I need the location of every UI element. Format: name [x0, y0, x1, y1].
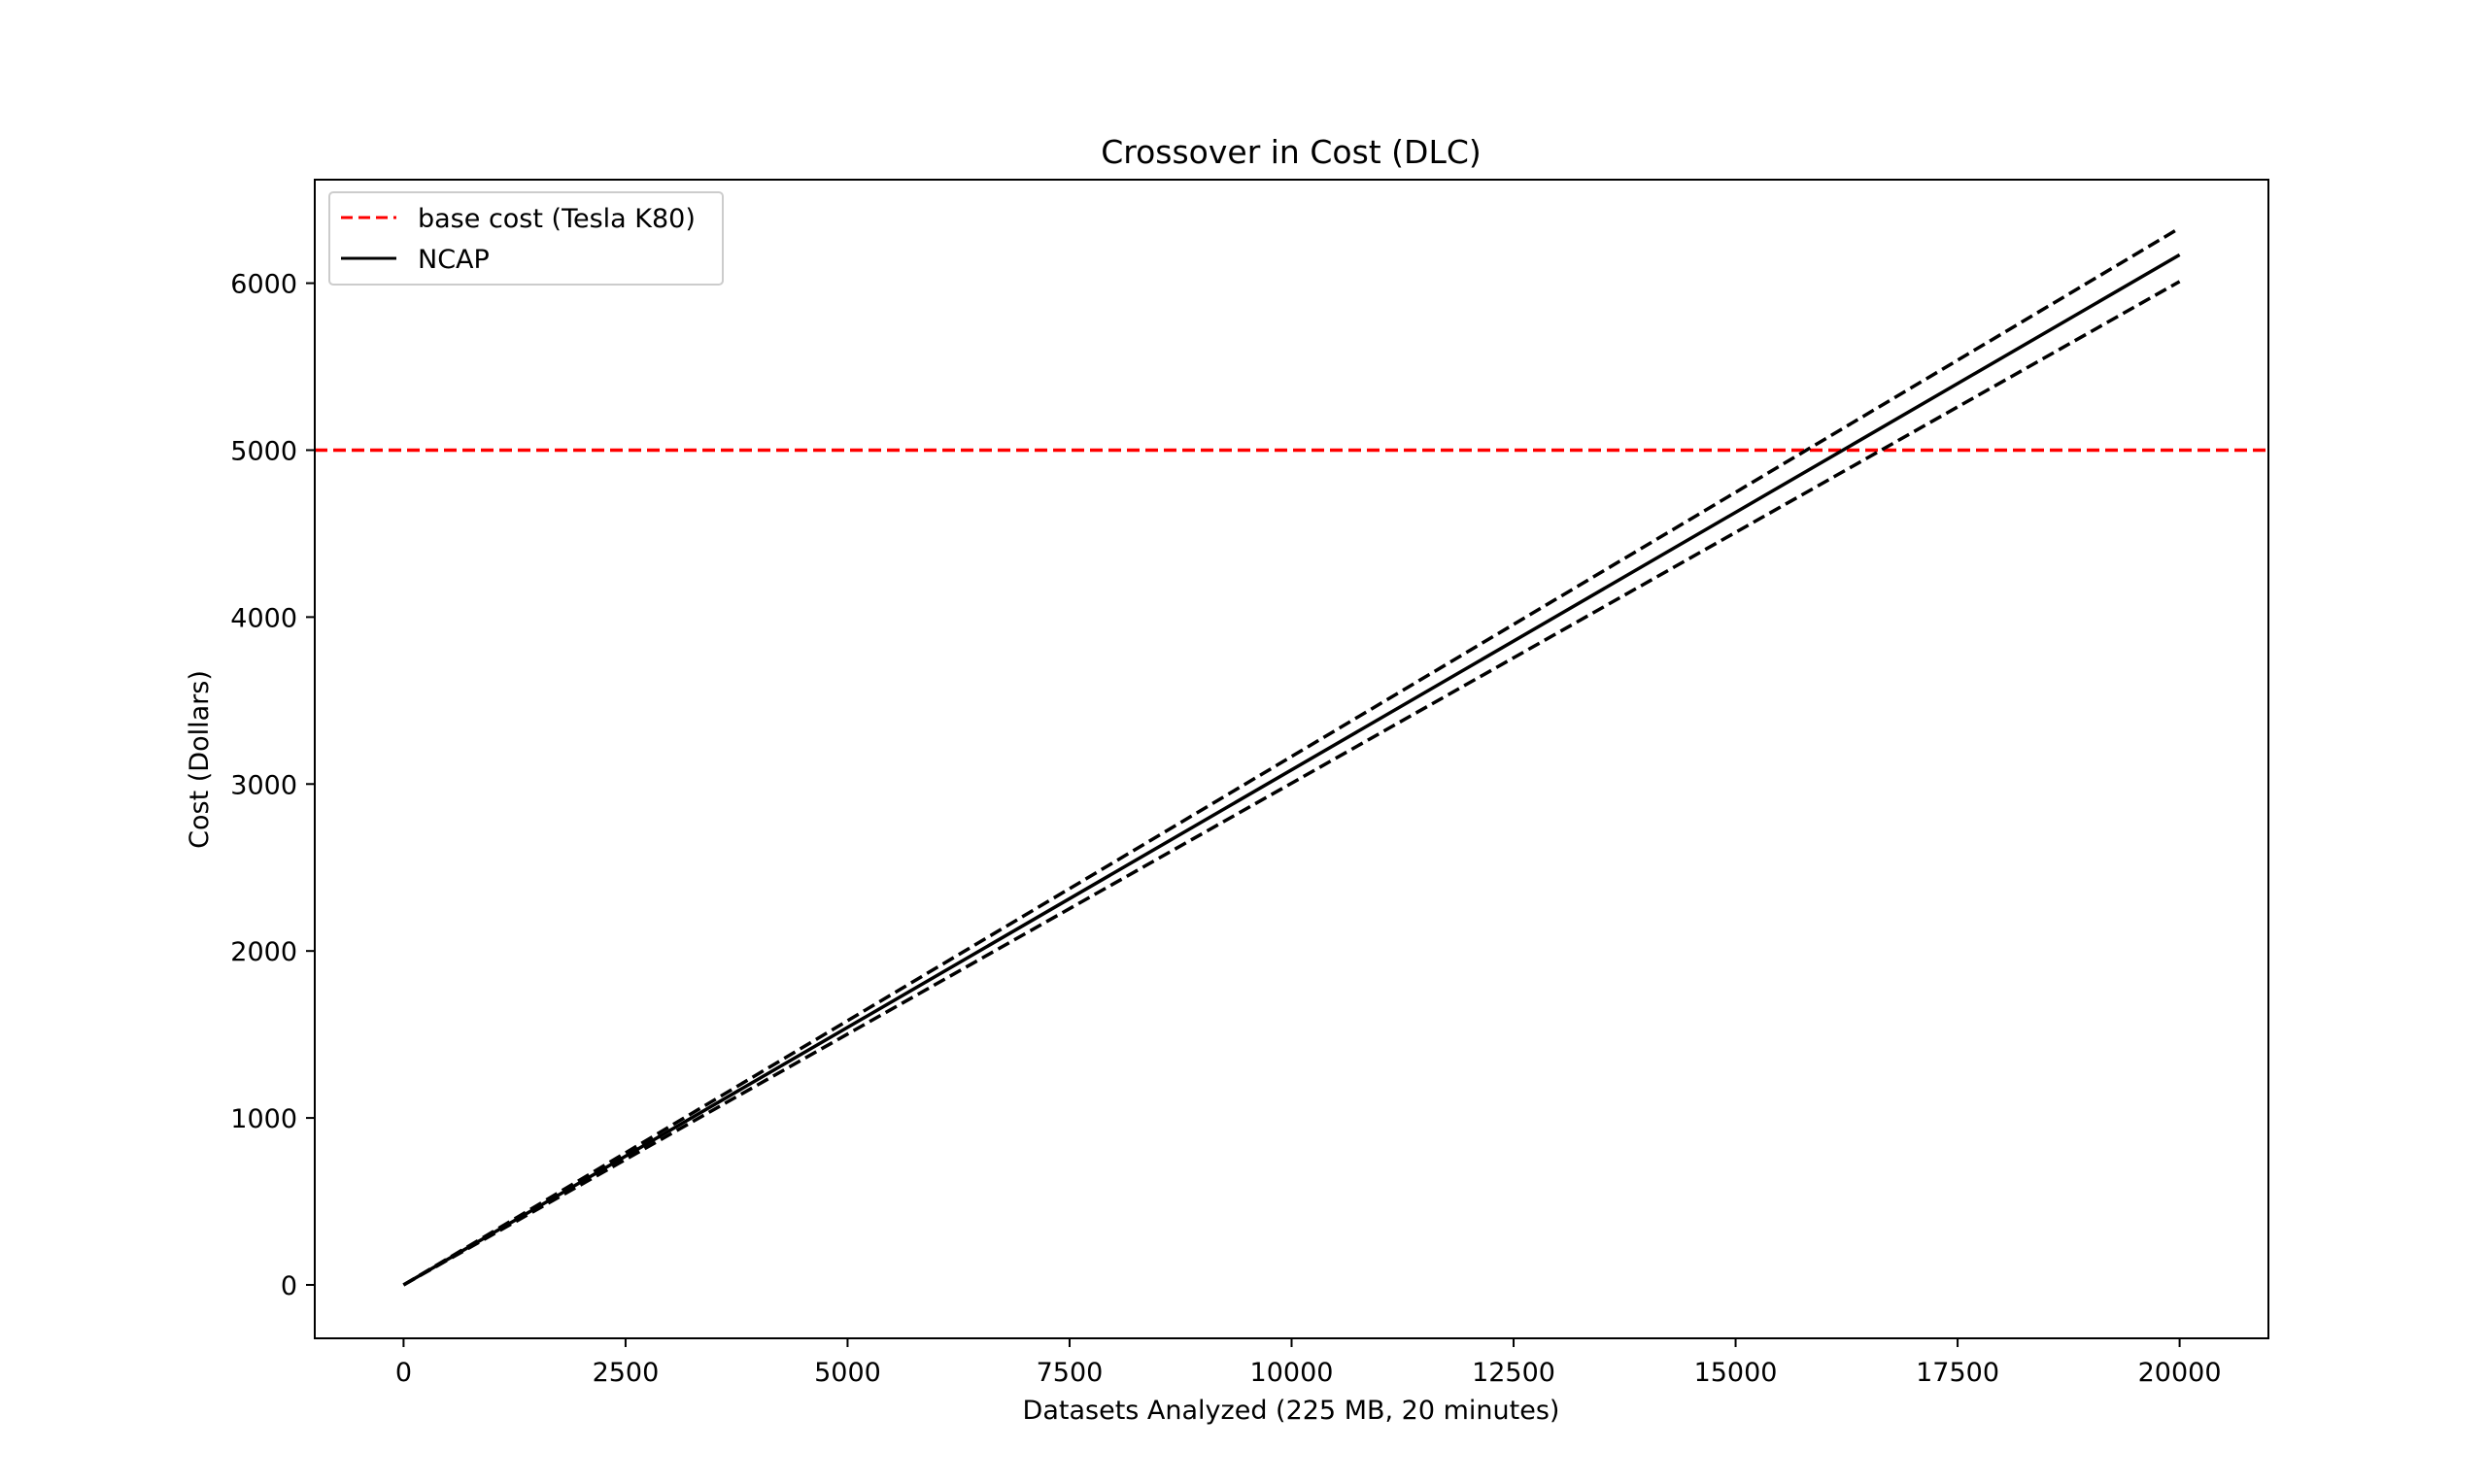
x-tick-label: 7500	[1037, 1358, 1104, 1388]
x-axis-label: Datasets Analyzed (225 MB, 20 minutes)	[1023, 1396, 1560, 1426]
x-tick-label: 0	[395, 1358, 412, 1388]
y-tick-label: 5000	[230, 436, 297, 466]
y-axis: 0 1000 2000 3000 4000 5000 6000	[230, 270, 315, 1301]
legend-label-ncap: NCAP	[418, 245, 490, 275]
y-tick-label: 6000	[230, 270, 297, 300]
y-tick-label: 3000	[230, 770, 297, 800]
x-tick-label: 2500	[593, 1358, 660, 1388]
x-tick-label: 15000	[1694, 1358, 1778, 1388]
legend: base cost (Tesla K80) NCAP	[328, 191, 724, 286]
x-tick-label: 20000	[2138, 1358, 2222, 1388]
legend-box	[328, 191, 724, 286]
y-tick-label: 0	[281, 1271, 297, 1301]
y-axis-label: Cost (Dollars)	[185, 670, 215, 849]
x-tick-label: 17500	[1916, 1358, 1999, 1388]
series-line-2	[402, 226, 2181, 1287]
x-tick-label: 12500	[1472, 1358, 1555, 1388]
chart-title: Crossover in Cost (DLC)	[1101, 133, 1482, 171]
y-tick-label: 1000	[230, 1104, 297, 1134]
series-line-1	[402, 253, 2181, 1287]
legend-label-base-cost: base cost (Tesla K80)	[418, 204, 696, 234]
plot-lines	[315, 226, 2268, 1287]
y-tick-label: 4000	[230, 603, 297, 633]
series-line-3	[402, 280, 2181, 1287]
x-tick-label: 10000	[1250, 1358, 1334, 1388]
x-tick-label: 5000	[814, 1358, 881, 1388]
x-axis: 0 2500 5000 7500 10000 12500 15000 17500 20000	[395, 1338, 2222, 1388]
y-tick-label: 2000	[230, 937, 297, 967]
